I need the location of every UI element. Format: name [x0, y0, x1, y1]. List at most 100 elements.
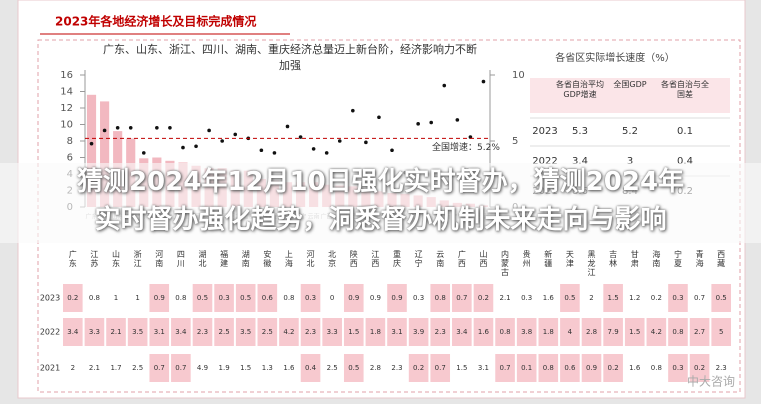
- table-header: 各省自治与全国差: [661, 80, 709, 99]
- cell-value: 3.4: [456, 328, 468, 336]
- province-box: 云南: [436, 250, 444, 268]
- cell-value: 2: [71, 364, 75, 372]
- cell-value: 1.8: [370, 328, 381, 336]
- bar: [100, 101, 110, 207]
- province-label: 山东: [112, 250, 121, 268]
- cell-value: 1: [135, 294, 139, 302]
- cell-value: 2.3: [435, 328, 446, 336]
- cell-value: 0.1: [521, 364, 532, 372]
- y-tick-label: 14: [60, 87, 73, 98]
- cell-value: 0.2: [67, 294, 78, 302]
- dot: [181, 145, 185, 150]
- cell-shade: [646, 318, 667, 346]
- cell-value: 2.5: [262, 328, 273, 336]
- table-cell: 0.1: [677, 126, 693, 137]
- province-label: 重庆: [392, 250, 401, 268]
- province-label: 吉林: [609, 250, 618, 268]
- cell-shade: [106, 318, 126, 346]
- cell-shade: [516, 318, 537, 346]
- cell-value: 2.3: [197, 328, 208, 336]
- cell-value: 1.6: [543, 294, 555, 302]
- table-cell: 5.2: [622, 126, 638, 137]
- cell-value: 3.9: [413, 328, 424, 336]
- table-title: 各省区实际增长速度（%）: [555, 51, 675, 64]
- cell-value: 3.1: [391, 328, 402, 336]
- province-label: 湖北: [198, 250, 207, 268]
- cell-value: 0.2: [608, 364, 619, 372]
- cell-value: 0.3: [413, 294, 424, 302]
- cell-value: 0.8: [672, 328, 683, 336]
- cell-value: 7.9: [608, 328, 619, 336]
- province-box: 贵州: [523, 250, 531, 268]
- province-label: 河南: [155, 250, 164, 268]
- cell-shade: [300, 284, 321, 312]
- headline-line: 实时督办强化趋势，洞悉督办机制未来走向与影响: [94, 205, 667, 235]
- dot: [351, 108, 355, 113]
- province-box: 内蒙古: [501, 250, 509, 277]
- table-cell: 3.4: [572, 156, 588, 167]
- province-box: 四川: [177, 250, 185, 268]
- cell-value: 0.2: [651, 294, 662, 302]
- cell-value: 2.7: [694, 328, 705, 336]
- cell-shade: [408, 318, 429, 346]
- province-box: 辽宁: [415, 250, 423, 268]
- row-year: 2023: [40, 294, 60, 303]
- cell-value: 0.2: [478, 294, 489, 302]
- cell-shade: [689, 318, 710, 346]
- cell-value: 0.8: [175, 294, 186, 302]
- cell-value: 0.7: [154, 364, 165, 372]
- province-label: 新疆: [544, 250, 553, 268]
- cell-value: 0.4: [305, 364, 317, 372]
- cell-value: 3.1: [478, 364, 489, 372]
- cell-value: 0.3: [305, 294, 316, 302]
- province-label: 上海: [284, 250, 293, 268]
- dot: [311, 147, 316, 151]
- province-box: 黑龙江: [587, 250, 596, 277]
- cell-shade: [322, 318, 342, 346]
- cell-value: 4.2: [283, 328, 294, 336]
- cell-value: 0.5: [348, 364, 359, 372]
- cell-shade: [452, 284, 472, 312]
- cell-shade: [63, 284, 83, 312]
- cell-value: 1.5: [240, 364, 251, 372]
- cell-value: 5: [719, 328, 723, 336]
- cell-shade: [279, 318, 299, 346]
- province-label: 江苏: [90, 250, 99, 268]
- cell-shade: [711, 318, 731, 346]
- cell-shade: [538, 354, 559, 382]
- table-cell: 0.4: [677, 156, 693, 167]
- province-box: 陕西: [350, 250, 358, 268]
- y-tick-label: 16: [60, 70, 73, 81]
- cell-value: 2: [589, 294, 593, 302]
- cell-shade: [343, 284, 364, 312]
- province-label: 黑龙江: [587, 250, 596, 277]
- cell-shade: [408, 354, 429, 382]
- cell-value: 0.8: [89, 294, 100, 302]
- header-box: 各省自治平均GDP增速: [556, 80, 604, 99]
- cell-value: 0.5: [716, 294, 727, 302]
- cell-value: 0.2: [413, 364, 424, 372]
- cell-shade: [235, 318, 256, 346]
- cell-shade: [300, 318, 321, 346]
- province-box: 湖南: [242, 250, 250, 268]
- cell-shade: [343, 318, 364, 346]
- cell-shade: [473, 284, 494, 312]
- cell-shade: [624, 318, 645, 346]
- cell-value: 0.7: [456, 294, 467, 302]
- cell-shade: [63, 318, 83, 346]
- province-label: 浙江: [133, 250, 142, 268]
- cell-shade: [430, 354, 451, 382]
- y-tick-label: 10: [60, 120, 73, 131]
- cell-value: 0.9: [586, 364, 597, 372]
- cell-shade: [603, 354, 623, 382]
- cell-shade: [365, 318, 386, 346]
- cell-value: 2.3: [391, 364, 402, 372]
- cell-value: 3.5: [240, 328, 251, 336]
- cell-value: 1.8: [543, 328, 554, 336]
- cell-value: 3.5: [132, 328, 143, 336]
- cell-value: 0.9: [154, 294, 165, 302]
- cell-value: 1.6: [478, 328, 490, 336]
- cell-shade: [430, 284, 451, 312]
- headline-band: 猜测2024年12月10日强化实时督办，猜测2024年 实时督办强化趋势，洞悉督…: [0, 163, 761, 243]
- cell-value: 0.7: [499, 364, 510, 372]
